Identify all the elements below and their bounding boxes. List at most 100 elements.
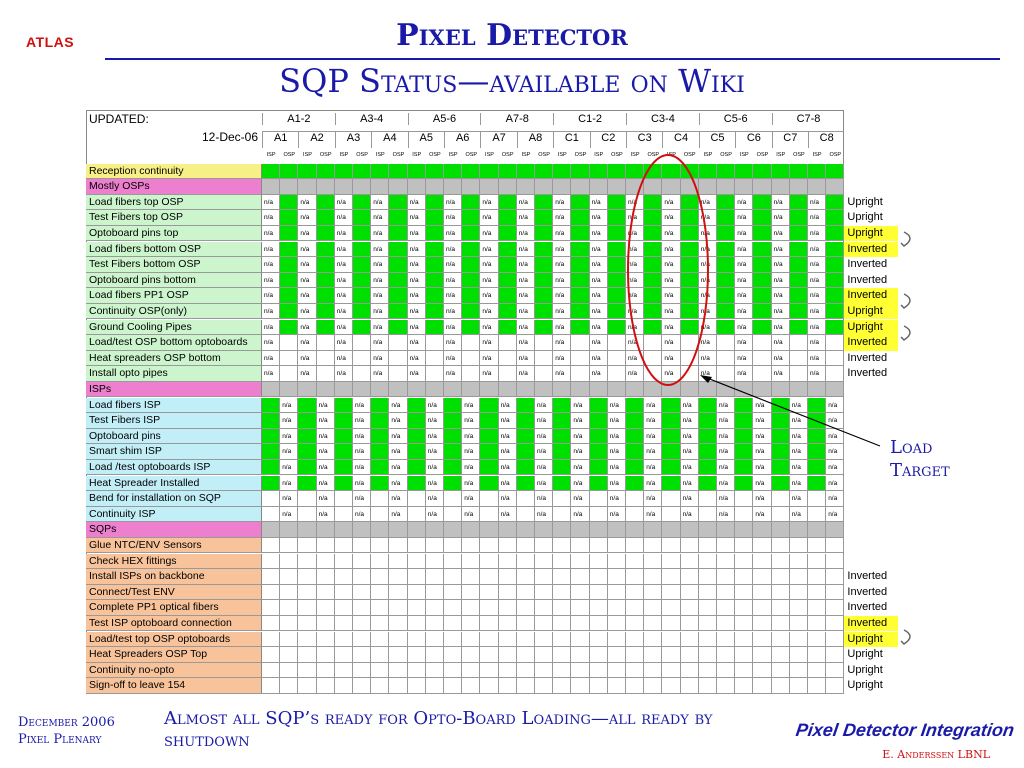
- status-cell: [425, 522, 444, 538]
- status-cell: [789, 303, 808, 320]
- group-header: C1-2: [553, 113, 626, 125]
- status-cell: [462, 381, 481, 398]
- status-cell: [444, 241, 463, 258]
- status-cell: [571, 210, 590, 226]
- na-mark: n/a: [700, 370, 710, 378]
- status-cell: [316, 444, 335, 460]
- status-cell: [280, 366, 299, 382]
- status-cell: [680, 366, 699, 382]
- status-cell: [698, 506, 717, 523]
- status-cell: [789, 537, 808, 554]
- na-mark: n/a: [318, 463, 328, 471]
- status-cell: [480, 600, 499, 616]
- na-mark: n/a: [355, 401, 365, 409]
- na-mark: n/a: [264, 307, 274, 315]
- na-mark: n/a: [664, 323, 674, 331]
- status-cell: [826, 179, 845, 195]
- na-mark: n/a: [482, 261, 492, 269]
- status-cell: [680, 491, 699, 507]
- status-cell: [498, 413, 517, 429]
- status-cell: [607, 257, 626, 273]
- status-cell: [353, 553, 372, 570]
- status-cell: [607, 522, 626, 538]
- na-mark: n/a: [628, 261, 638, 269]
- status-cell: [371, 584, 390, 601]
- na-mark: n/a: [464, 448, 474, 456]
- status-cell: [389, 475, 408, 492]
- na-mark: n/a: [664, 261, 674, 269]
- na-mark: n/a: [609, 448, 619, 456]
- isp-osp-subheader: OSP: [283, 152, 296, 158]
- status-cell: [371, 210, 390, 226]
- status-cell: [462, 335, 481, 351]
- status-cell: [717, 179, 736, 195]
- status-cell: [826, 444, 845, 460]
- status-cell: [553, 584, 572, 601]
- status-cell: [535, 491, 554, 507]
- status-cell: [353, 413, 372, 429]
- status-cell: [353, 569, 372, 585]
- status-cell: [298, 506, 317, 523]
- na-mark: n/a: [646, 448, 656, 456]
- status-cell: [316, 600, 335, 616]
- status-cell: [280, 288, 299, 304]
- status-cell: [753, 350, 772, 367]
- status-cell: [753, 413, 772, 429]
- status-cell: [735, 459, 754, 476]
- status-cell: [444, 366, 463, 382]
- status-cell: [389, 506, 408, 523]
- status-cell: [535, 225, 554, 242]
- status-cell: [808, 225, 827, 242]
- na-mark: n/a: [300, 339, 310, 347]
- status-cell: [789, 553, 808, 570]
- status-cell: [371, 179, 390, 195]
- na-mark: n/a: [446, 229, 456, 237]
- na-mark: n/a: [700, 323, 710, 331]
- status-cell: [480, 522, 499, 538]
- isp-osp-subheader: ISP: [375, 152, 385, 158]
- status-cell: [626, 537, 645, 554]
- status-cell: [444, 319, 463, 336]
- status-cell: [826, 459, 845, 476]
- status-cell: [808, 303, 827, 320]
- status-cell: [644, 522, 663, 538]
- status-cell: [407, 366, 426, 382]
- sqp-header: C1: [553, 131, 590, 148]
- na-mark: n/a: [373, 229, 383, 237]
- status-cell: [808, 584, 827, 601]
- status-cell: [480, 491, 499, 507]
- status-cell: [589, 210, 608, 226]
- status-cell: [662, 569, 681, 585]
- status-cell: [571, 194, 590, 211]
- status-cell: [644, 569, 663, 585]
- status-cell: [717, 350, 736, 367]
- status-cell: [353, 272, 372, 289]
- status-cell: [316, 553, 335, 570]
- na-mark: n/a: [300, 229, 310, 237]
- status-cell: [262, 475, 281, 492]
- status-cell: [516, 444, 535, 460]
- status-cell: [571, 428, 590, 445]
- na-mark: n/a: [518, 307, 528, 315]
- callout-line1: Load: [890, 437, 933, 458]
- status-cell: [334, 506, 353, 523]
- status-cell: [262, 428, 281, 445]
- status-cell: [462, 241, 481, 258]
- na-mark: n/a: [518, 198, 528, 206]
- na-mark: n/a: [391, 448, 401, 456]
- status-cell: [425, 600, 444, 616]
- isp-osp-subheader: ISP: [485, 152, 494, 158]
- status-cell: [735, 179, 754, 195]
- status-cell: [607, 179, 626, 195]
- na-mark: n/a: [537, 495, 547, 503]
- status-cell: [571, 303, 590, 320]
- status-cell: [535, 506, 554, 523]
- status-cell: [553, 257, 572, 273]
- rotate-arrow-icon: [900, 325, 911, 341]
- status-cell: [571, 381, 590, 398]
- na-mark: n/a: [464, 495, 474, 503]
- status-cell: [808, 350, 827, 367]
- status-cell: [662, 397, 681, 414]
- status-cell: [717, 506, 736, 523]
- status-cell: [698, 350, 717, 367]
